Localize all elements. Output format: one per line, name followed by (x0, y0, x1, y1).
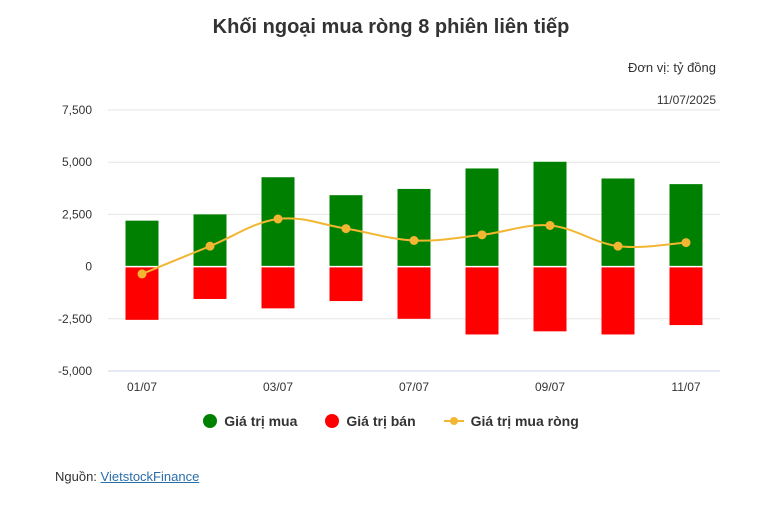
bar (669, 184, 703, 267)
bar (533, 161, 567, 267)
y-tick-label: -5,000 (58, 364, 92, 378)
bar (533, 266, 567, 332)
y-tick-label: 7,500 (62, 103, 92, 117)
legend-item-net[interactable]: Giá trị mua ròng (443, 413, 579, 429)
net-point (613, 241, 623, 251)
bar (397, 188, 431, 267)
legend-sell-label: Giá trị bán (346, 413, 416, 429)
net-point (137, 269, 147, 279)
legend-buy-label: Giá trị mua (224, 413, 298, 429)
net-point (681, 238, 691, 248)
bar (465, 168, 499, 267)
source-label: Nguồn: (55, 469, 97, 484)
bar (125, 220, 159, 267)
net-point (409, 236, 419, 245)
bar (669, 266, 703, 326)
legend-item-sell[interactable]: Giá trị bán (325, 413, 416, 429)
y-tick-label: 0 (85, 260, 92, 274)
bar (193, 266, 227, 299)
chart-title: Khối ngoại mua ròng 8 phiên liên tiếp (212, 16, 570, 38)
bar (601, 178, 635, 267)
bar (601, 266, 635, 335)
x-tick-label: 09/07 (535, 380, 565, 394)
x-tick-label: 01/07 (127, 380, 157, 394)
source-note: Nguồn: VietstockFinance (55, 469, 199, 484)
net-point (477, 230, 487, 240)
unit-note: Đơn vị: tỷ đồng (627, 60, 716, 75)
y-tick-label: 5,000 (62, 155, 92, 169)
x-tick-label: 03/07 (263, 380, 293, 394)
x-tick-label: 07/07 (399, 380, 429, 394)
legend-net-label: Giá trị mua ròng (470, 413, 579, 429)
date-note: 11/07/2025 (656, 93, 716, 107)
net-point (205, 241, 215, 251)
bar (261, 266, 295, 309)
chart-legend: Giá trị mua Giá trị bán Giá trị mua ròng (0, 413, 782, 429)
legend-buy-dot-icon (203, 414, 218, 428)
bar (465, 266, 499, 335)
x-tick-label: 11/07 (671, 380, 700, 394)
y-tick-label: -2,500 (58, 312, 92, 326)
bar (397, 266, 431, 319)
legend-net-line-icon (443, 414, 464, 428)
y-tick-label: 2,500 (62, 207, 92, 221)
bar (329, 266, 363, 302)
legend-item-buy[interactable]: Giá trị mua (203, 413, 297, 429)
net-point (273, 214, 283, 224)
legend-sell-dot-icon (325, 414, 340, 428)
net-point (341, 224, 351, 234)
net-point (545, 220, 555, 230)
source-link[interactable]: VietstockFinance (100, 469, 200, 484)
